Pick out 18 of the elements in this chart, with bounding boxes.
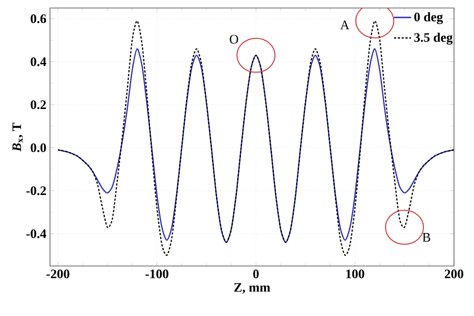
y-tick-label: -0.4: [26, 229, 46, 238]
y-tick-label: 0.0: [30, 143, 46, 152]
x-tick-label: 0: [253, 270, 259, 278]
x-axis-title: Z, mm: [234, 283, 270, 294]
x-tick-label: 100: [346, 270, 364, 278]
annotation: B: [422, 233, 430, 242]
legend-label: 3.5 deg: [414, 32, 453, 45]
y-tick-label: 0.4: [30, 57, 46, 66]
annotation: O: [230, 34, 238, 44]
annotation: A: [340, 20, 350, 30]
y-tick-label: 0.2: [30, 100, 46, 110]
y-axis-title: B$_{x}$, T: [12, 122, 24, 152]
y-tick-label: 0.6: [30, 14, 46, 24]
x-tick-label: -200: [46, 270, 70, 278]
x-tick-label: 200: [444, 270, 464, 278]
legend-label: 0 deg: [414, 12, 443, 24]
y-tick-label: -0.2: [26, 186, 46, 196]
x-tick-label: -100: [145, 270, 168, 278]
